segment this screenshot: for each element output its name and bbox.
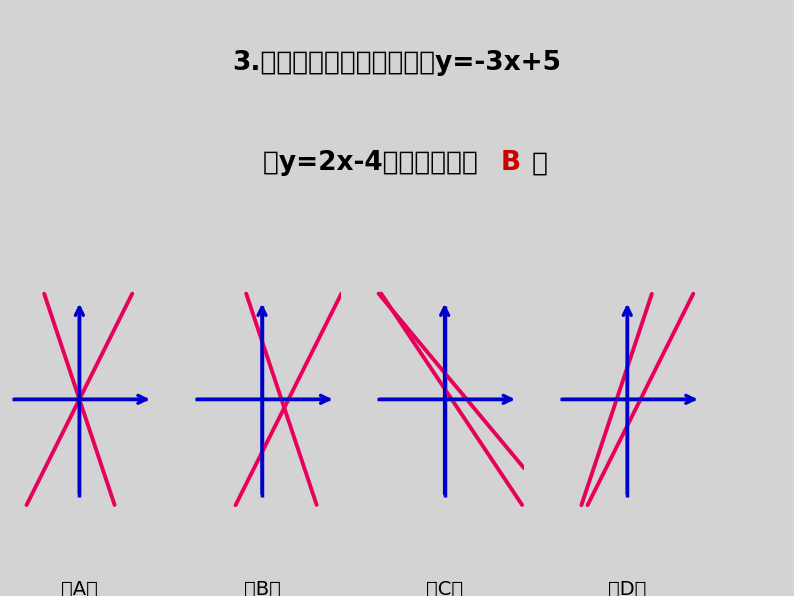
Text: （C）: （C） bbox=[426, 579, 463, 596]
Text: B: B bbox=[500, 150, 521, 176]
Text: ）: ） bbox=[523, 150, 548, 176]
Text: 和y=2x-4的大致图像（    ）: 和y=2x-4的大致图像（ ） bbox=[0, 595, 1, 596]
Text: 3.下列哪个图像是一次函数y=-3x+5: 3.下列哪个图像是一次函数y=-3x+5 bbox=[233, 51, 561, 76]
Text: （B）: （B） bbox=[244, 579, 280, 596]
Text: （A）: （A） bbox=[61, 579, 98, 596]
Text: 和y=2x-4的大致图像（: 和y=2x-4的大致图像（ bbox=[264, 150, 496, 176]
Text: （D）: （D） bbox=[608, 579, 646, 596]
